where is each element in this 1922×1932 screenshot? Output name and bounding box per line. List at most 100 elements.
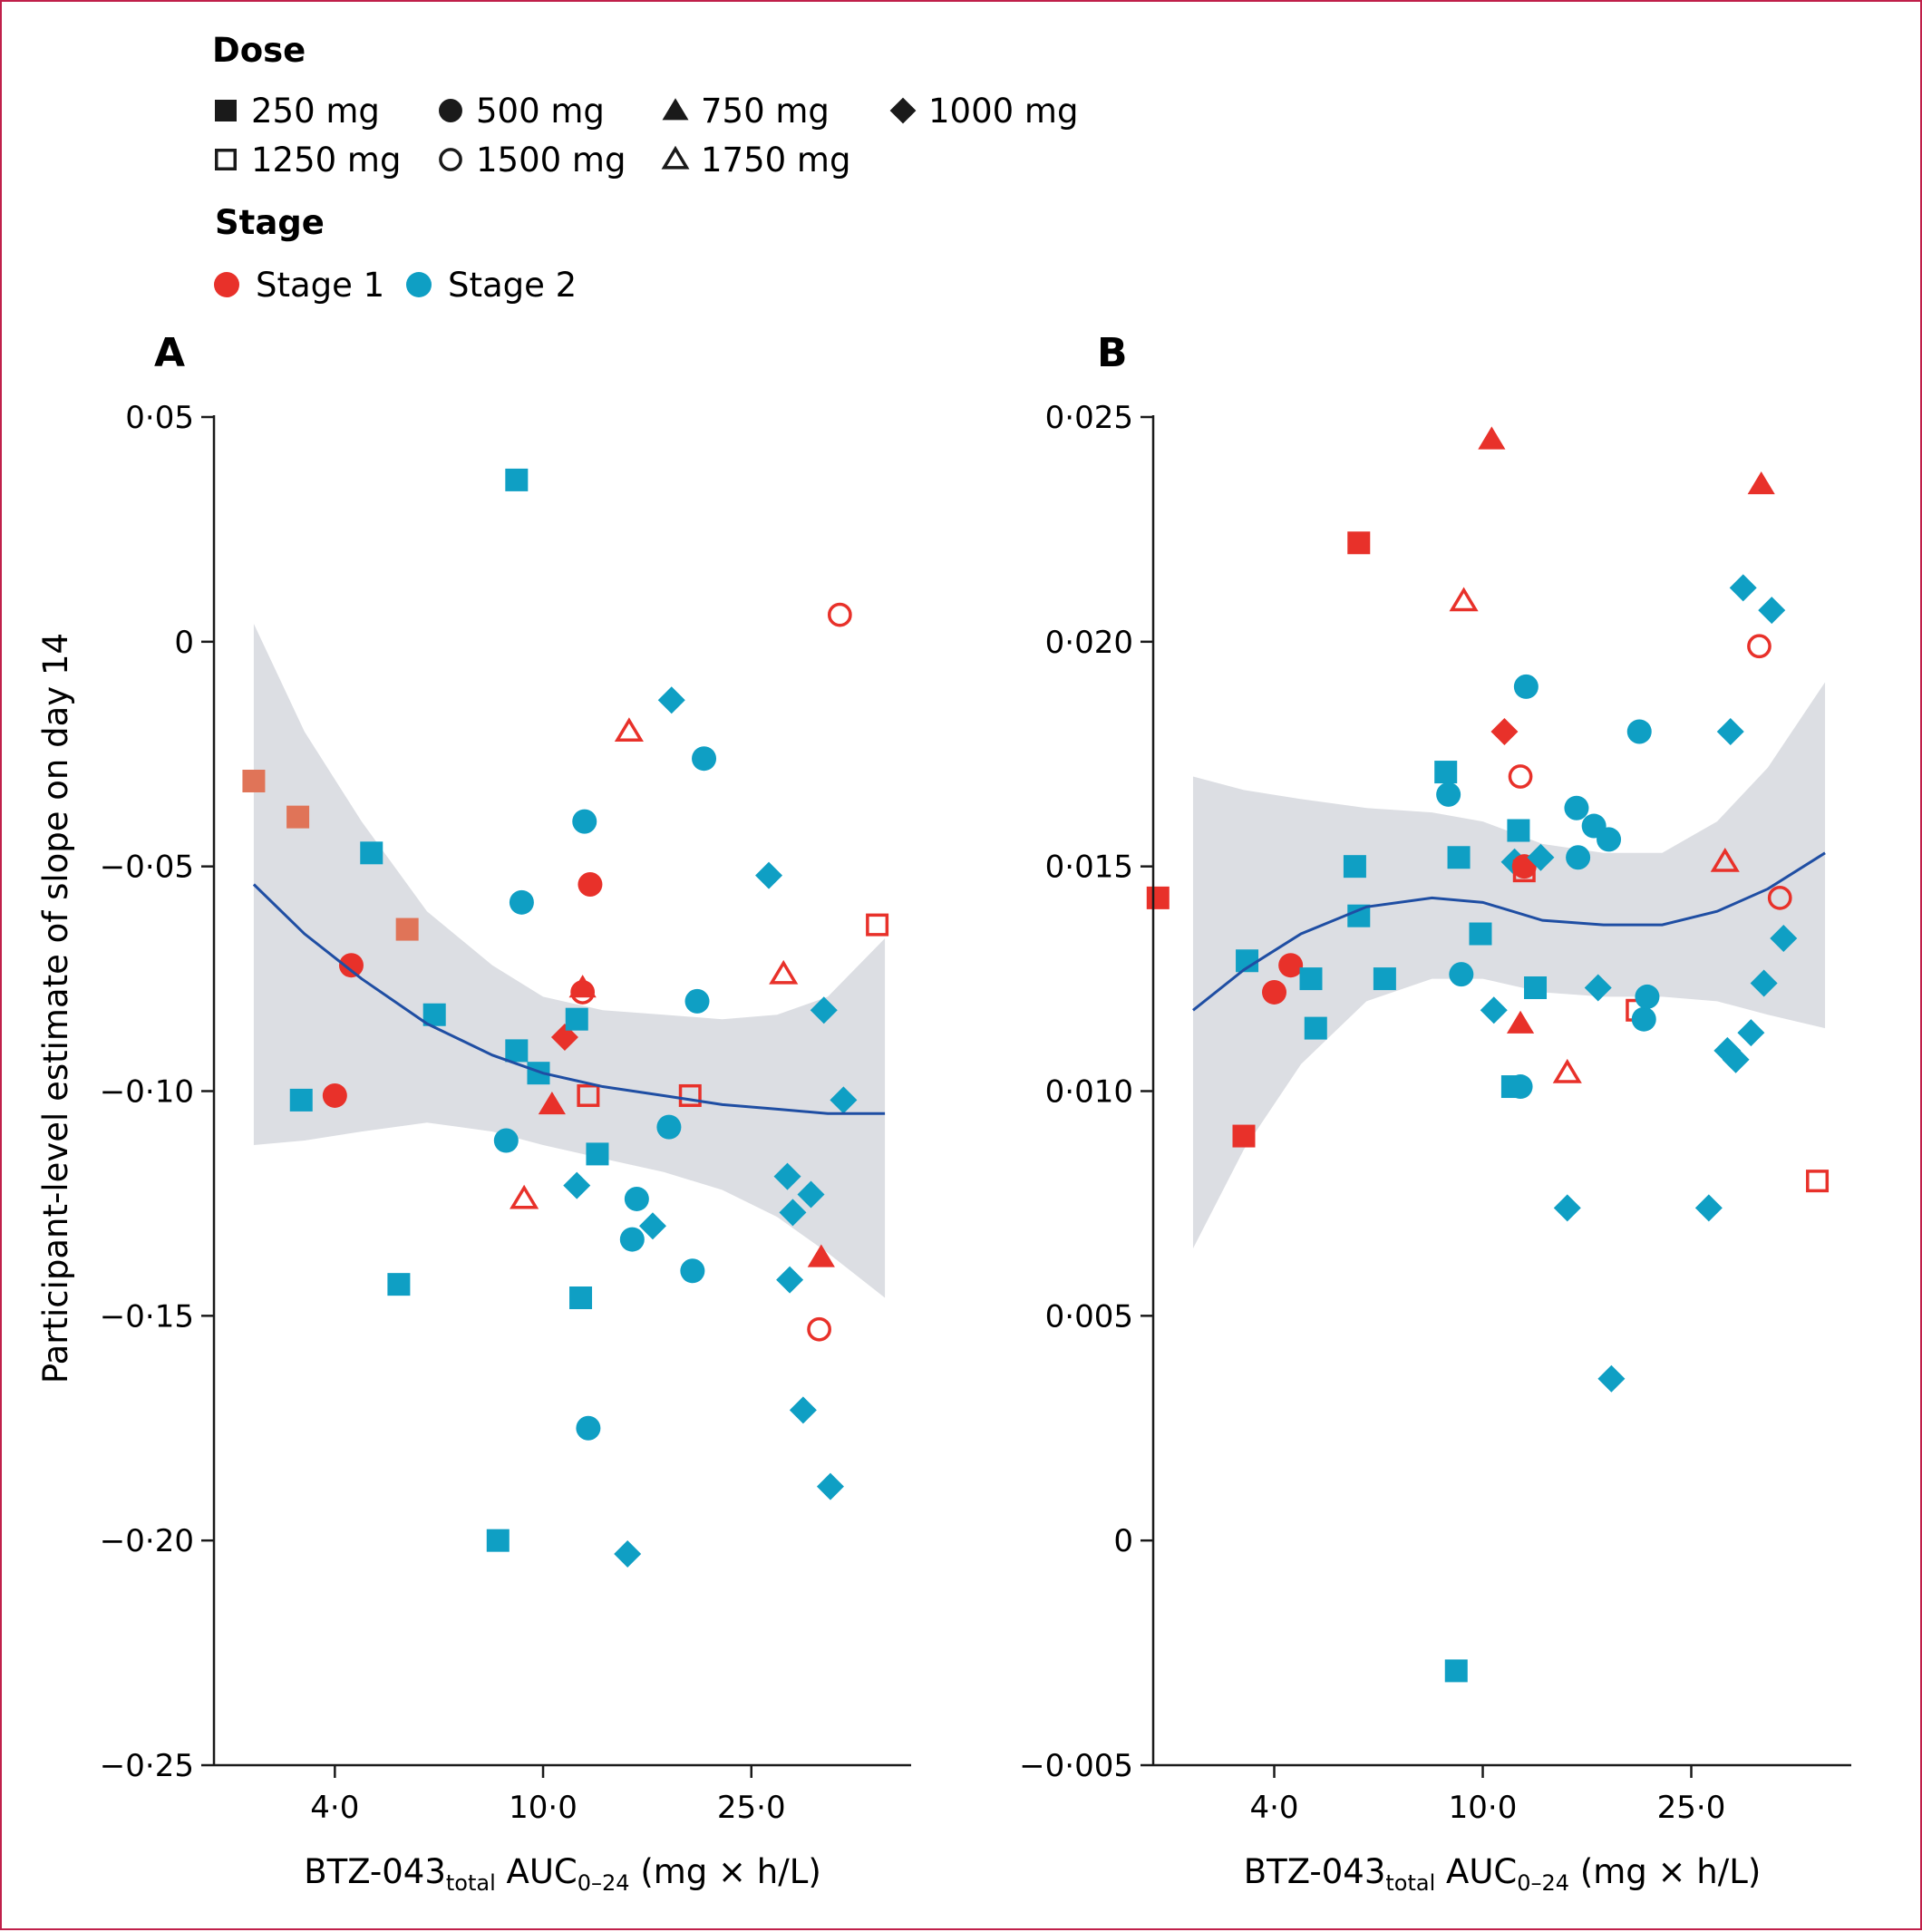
data-point <box>586 1142 609 1166</box>
panel-b-label: B <box>1097 330 1128 376</box>
data-point <box>1262 979 1287 1005</box>
x-axis-label-part: (mg × h/L) <box>630 1852 821 1891</box>
x-axis-label-part: 0–24 <box>578 1870 630 1896</box>
data-point <box>1299 967 1323 991</box>
data-point <box>289 1088 313 1112</box>
y-tick-label: 0·025 <box>1045 400 1133 436</box>
data-point <box>807 1244 835 1267</box>
legend-dose-symbol <box>661 145 690 170</box>
panel-a: 0·05 0 −0·05 −0·10 −0·15 −0·20 −0·25 4·0 10·0 25·… <box>100 400 911 1896</box>
x-tick-label: 10·0 <box>509 1790 578 1826</box>
data-point <box>1507 819 1530 842</box>
data-point <box>1552 1058 1582 1083</box>
data-point <box>538 1091 566 1115</box>
data-point <box>830 1086 858 1114</box>
y-tick-label: 0·020 <box>1045 625 1133 661</box>
data-point <box>1524 976 1548 999</box>
data-point <box>569 1286 593 1310</box>
data-point <box>242 769 266 792</box>
data-point <box>779 1199 807 1227</box>
y-tick-label: 0·010 <box>1045 1074 1133 1111</box>
legend-stage-swatch <box>406 272 432 297</box>
data-point <box>1232 1124 1256 1148</box>
data-point <box>1447 846 1471 869</box>
data-point <box>1635 984 1660 1009</box>
data-point <box>1710 847 1740 872</box>
data-point <box>1626 719 1652 744</box>
y-tick-label: −0·10 <box>100 1074 194 1111</box>
data-point <box>395 917 419 941</box>
data-point <box>1480 996 1508 1024</box>
data-point <box>1304 1016 1327 1040</box>
legend-dose-label: 1250 mg <box>251 141 401 180</box>
y-tick-label: 0·05 <box>125 400 194 436</box>
legend-stage-swatch <box>214 272 239 297</box>
data-point <box>1750 969 1778 997</box>
data-point <box>1278 953 1304 978</box>
panel-b: 0·025 0·020 0·015 0·010 0·005 0 −0·005 4·0 10·0 2… <box>1019 400 1851 1896</box>
data-point <box>1694 1194 1723 1222</box>
legend: Dose 250 mg 500 mg 750 mg 1000 mg 1250 mg 1500… <box>212 31 1078 305</box>
legend-dose-label: 750 mg <box>701 92 830 131</box>
data-point <box>755 861 783 889</box>
data-point <box>810 996 838 1024</box>
data-point <box>624 1186 649 1211</box>
data-point <box>769 959 799 985</box>
legend-dose-symbol <box>439 99 462 122</box>
data-point <box>1737 1019 1765 1047</box>
data-point <box>789 1396 817 1424</box>
x-axis-label-part: BTZ-043 <box>1244 1852 1386 1891</box>
legend-dose-label: 1750 mg <box>701 141 850 180</box>
data-point <box>286 805 310 829</box>
legend-stage-label: Stage 2 <box>448 266 577 305</box>
data-point <box>797 1180 825 1209</box>
y-tick-label: 0·015 <box>1045 849 1133 886</box>
x-axis-label-part: (mg × h/L) <box>1569 1852 1761 1891</box>
data-point <box>614 1540 642 1568</box>
legend-dose-label: 1000 mg <box>928 92 1078 131</box>
data-point <box>807 1316 831 1342</box>
y-tick-label: −0·20 <box>100 1523 194 1559</box>
data-point <box>1770 924 1798 952</box>
data-point <box>1747 471 1775 495</box>
x-axis-label: BTZ-043total AUC0–24 (mg × h/L) <box>304 1852 821 1896</box>
data-point <box>773 1162 801 1190</box>
x-tick-label: 25·0 <box>717 1790 786 1826</box>
data-point <box>576 1415 601 1441</box>
y-tick-label: −0·15 <box>100 1298 194 1335</box>
y-tick-label: −0·25 <box>100 1748 194 1784</box>
x-axis-label-part: total <box>1385 1870 1435 1896</box>
data-point <box>1343 855 1366 879</box>
legend-dose-symbol <box>662 98 689 121</box>
x-tick-label: 10·0 <box>1449 1790 1518 1826</box>
data-point <box>563 1171 591 1199</box>
data-point <box>1508 764 1533 789</box>
data-point <box>1469 922 1492 946</box>
y-axis-label: Participant-level estimate of slope on d… <box>36 633 75 1383</box>
data-point <box>1373 967 1396 991</box>
x-tick-label: 4·0 <box>310 1790 359 1826</box>
data-point <box>338 953 364 978</box>
data-point <box>678 1083 702 1107</box>
confidence-band <box>1192 682 1826 1248</box>
fit-line <box>252 883 886 1115</box>
data-point <box>1747 634 1772 659</box>
y-tick-label: 0·005 <box>1045 1298 1133 1335</box>
data-point <box>776 1266 804 1294</box>
legend-dose-label: 500 mg <box>476 92 605 131</box>
data-point <box>322 1083 347 1108</box>
data-point <box>1716 717 1744 745</box>
x-tick-label: 25·0 <box>1657 1790 1726 1826</box>
panel-a-label: A <box>154 330 185 376</box>
data-point <box>1347 531 1371 555</box>
data-point <box>1597 1364 1626 1393</box>
data-point <box>680 1258 705 1284</box>
x-axis-label-part: BTZ-043 <box>304 1852 446 1891</box>
data-point <box>1631 1006 1656 1032</box>
confidence-band <box>253 624 886 1298</box>
legend-dose-title: Dose <box>212 31 306 70</box>
data-point <box>619 1227 645 1252</box>
fit-line <box>1192 851 1826 1012</box>
data-point <box>827 602 852 627</box>
